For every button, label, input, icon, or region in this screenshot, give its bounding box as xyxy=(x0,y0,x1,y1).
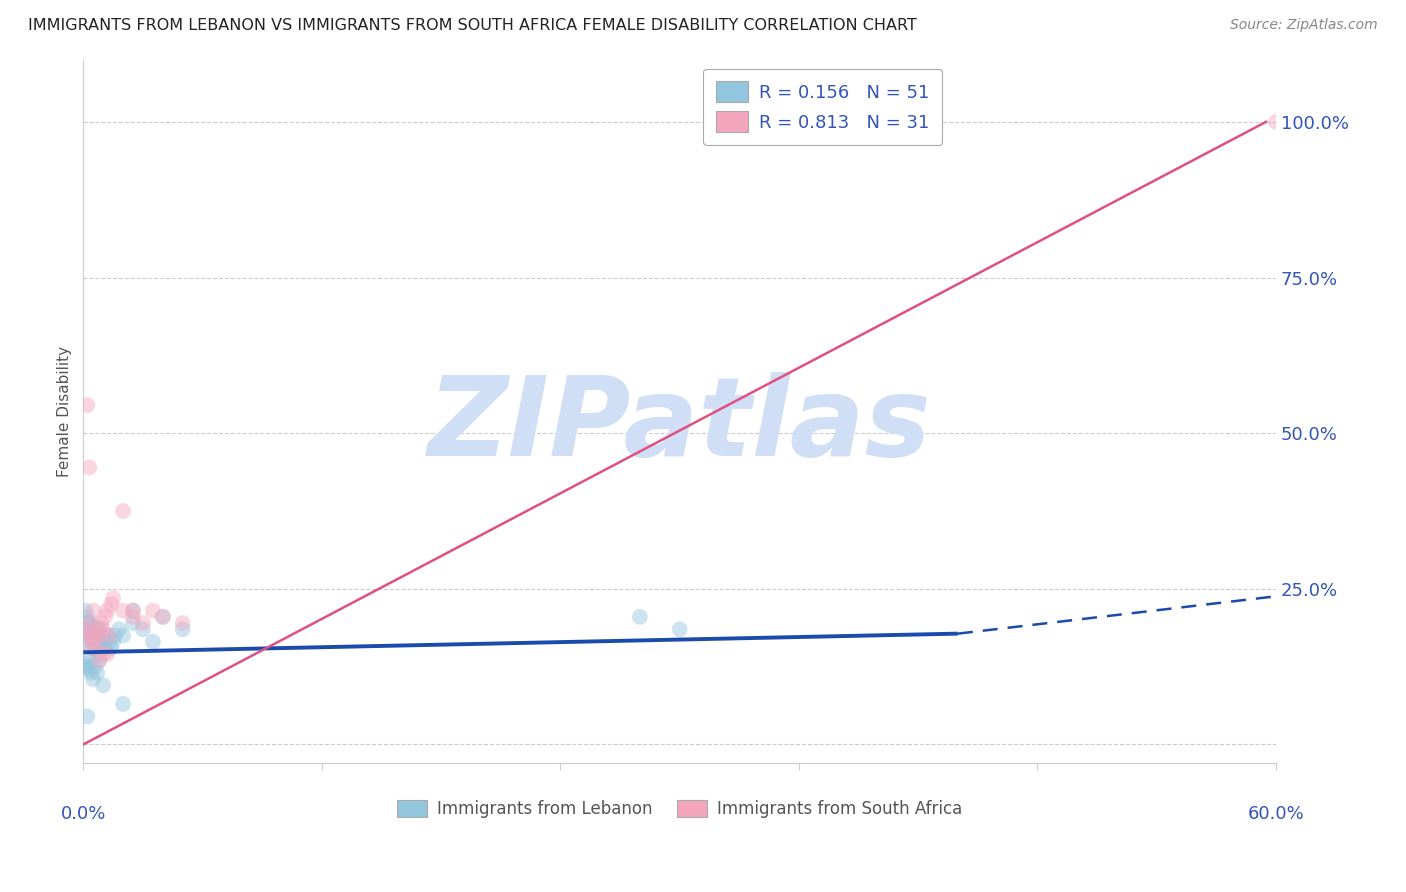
Text: 60.0%: 60.0% xyxy=(1247,805,1305,822)
Point xyxy=(77,622,100,636)
Point xyxy=(104,628,127,642)
Point xyxy=(76,610,98,624)
Point xyxy=(91,628,114,642)
Point xyxy=(76,709,98,723)
Point xyxy=(86,647,108,661)
Point xyxy=(98,634,121,648)
Point xyxy=(89,628,111,642)
Point xyxy=(77,615,100,630)
Point xyxy=(75,604,97,618)
Point xyxy=(80,640,103,655)
Point xyxy=(76,615,98,630)
Point xyxy=(80,628,103,642)
Point xyxy=(76,659,98,673)
Point xyxy=(142,604,165,618)
Point xyxy=(77,663,100,677)
Point xyxy=(112,604,135,618)
Point xyxy=(75,628,97,642)
Point xyxy=(76,398,98,412)
Point xyxy=(108,622,131,636)
Point xyxy=(86,622,108,636)
Point xyxy=(101,634,124,648)
Point xyxy=(90,634,112,648)
Point xyxy=(86,665,108,680)
Point xyxy=(76,659,98,673)
Text: IMMIGRANTS FROM LEBANON VS IMMIGRANTS FROM SOUTH AFRICA FEMALE DISABILITY CORREL: IMMIGRANTS FROM LEBANON VS IMMIGRANTS FR… xyxy=(28,18,917,33)
Point xyxy=(112,504,135,518)
Point xyxy=(77,653,100,667)
Point xyxy=(100,598,122,612)
Point xyxy=(668,622,690,636)
Point xyxy=(89,622,111,636)
Point xyxy=(86,632,108,646)
Point xyxy=(96,647,118,661)
Point xyxy=(91,622,114,636)
Point xyxy=(122,604,145,618)
Point xyxy=(142,634,165,648)
Point xyxy=(100,640,122,655)
Point xyxy=(84,619,107,633)
Point xyxy=(80,640,103,655)
Point xyxy=(76,622,98,636)
Point xyxy=(152,610,174,624)
Point xyxy=(101,591,124,606)
Point xyxy=(77,460,100,475)
Point xyxy=(84,634,107,648)
Y-axis label: Female Disability: Female Disability xyxy=(58,346,72,477)
Point xyxy=(84,659,107,673)
Point xyxy=(91,640,114,655)
Point xyxy=(96,604,118,618)
Point xyxy=(91,678,114,692)
Point xyxy=(1265,115,1288,129)
Legend: Immigrants from Lebanon, Immigrants from South Africa: Immigrants from Lebanon, Immigrants from… xyxy=(389,794,969,825)
Point xyxy=(172,622,194,636)
Point xyxy=(82,638,104,652)
Point xyxy=(80,628,103,642)
Point xyxy=(90,634,112,648)
Point xyxy=(75,657,97,671)
Point xyxy=(90,615,112,630)
Point xyxy=(84,640,107,655)
Point xyxy=(122,604,145,618)
Point xyxy=(89,653,111,667)
Text: 0.0%: 0.0% xyxy=(60,805,105,822)
Point xyxy=(112,697,135,711)
Point xyxy=(96,628,118,642)
Point xyxy=(152,610,174,624)
Point xyxy=(80,665,103,680)
Point xyxy=(132,622,155,636)
Point xyxy=(628,610,651,624)
Point xyxy=(82,604,104,618)
Text: Source: ZipAtlas.com: Source: ZipAtlas.com xyxy=(1230,18,1378,32)
Point xyxy=(112,628,135,642)
Point xyxy=(75,628,97,642)
Point xyxy=(122,615,145,630)
Point xyxy=(77,615,100,630)
Point xyxy=(82,672,104,686)
Point xyxy=(94,638,117,652)
Point xyxy=(172,615,194,630)
Point xyxy=(132,615,155,630)
Point xyxy=(122,610,145,624)
Point xyxy=(82,632,104,646)
Point xyxy=(89,628,111,642)
Point xyxy=(82,622,104,636)
Point xyxy=(91,647,114,661)
Point xyxy=(89,653,111,667)
Point xyxy=(98,628,121,642)
Text: ZIPatlas: ZIPatlas xyxy=(427,372,932,479)
Point xyxy=(82,634,104,648)
Point xyxy=(77,632,100,646)
Point xyxy=(94,610,117,624)
